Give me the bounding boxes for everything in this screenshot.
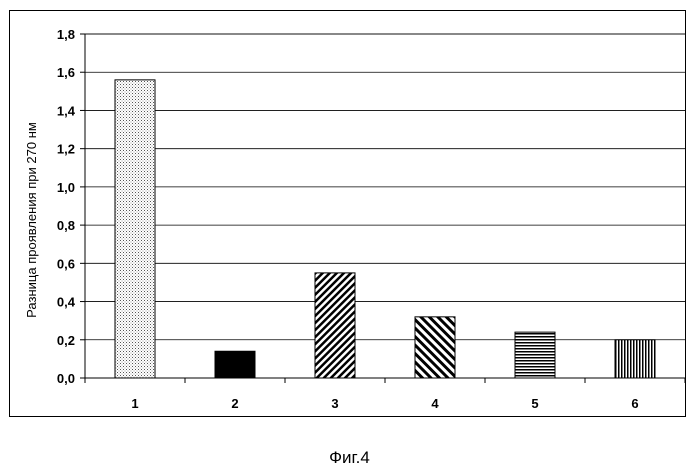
y-tick-label: 0,8 [57,218,75,233]
x-tick-label: 4 [431,396,439,411]
bars [115,80,655,378]
axes [80,34,685,383]
x-tick-label: 5 [531,396,538,411]
bar [215,351,255,378]
gridlines [85,34,685,340]
y-tick-label: 1,4 [57,103,76,118]
y-tick-label: 1,0 [57,180,75,195]
x-tick-label: 6 [631,396,638,411]
bar [415,317,455,378]
y-tick-label: 0,0 [57,371,75,386]
x-tick-label: 1 [131,396,138,411]
y-tick-label: 1,8 [57,27,75,42]
figure-caption: Фиг.4 [0,448,699,468]
x-tick-label: 3 [331,396,338,411]
y-tick-label: 0,6 [57,256,75,271]
bar [515,332,555,378]
bar [315,273,355,378]
x-tick-label: 2 [231,396,238,411]
bar [115,80,155,378]
y-axis-title: Разница проявления при 270 нм [24,122,39,318]
y-tick-label: 1,2 [57,142,75,157]
y-tick-label: 0,4 [57,295,76,310]
y-tick-label: 1,6 [57,65,75,80]
y-tick-label: 0,2 [57,333,75,348]
bar [615,340,655,378]
